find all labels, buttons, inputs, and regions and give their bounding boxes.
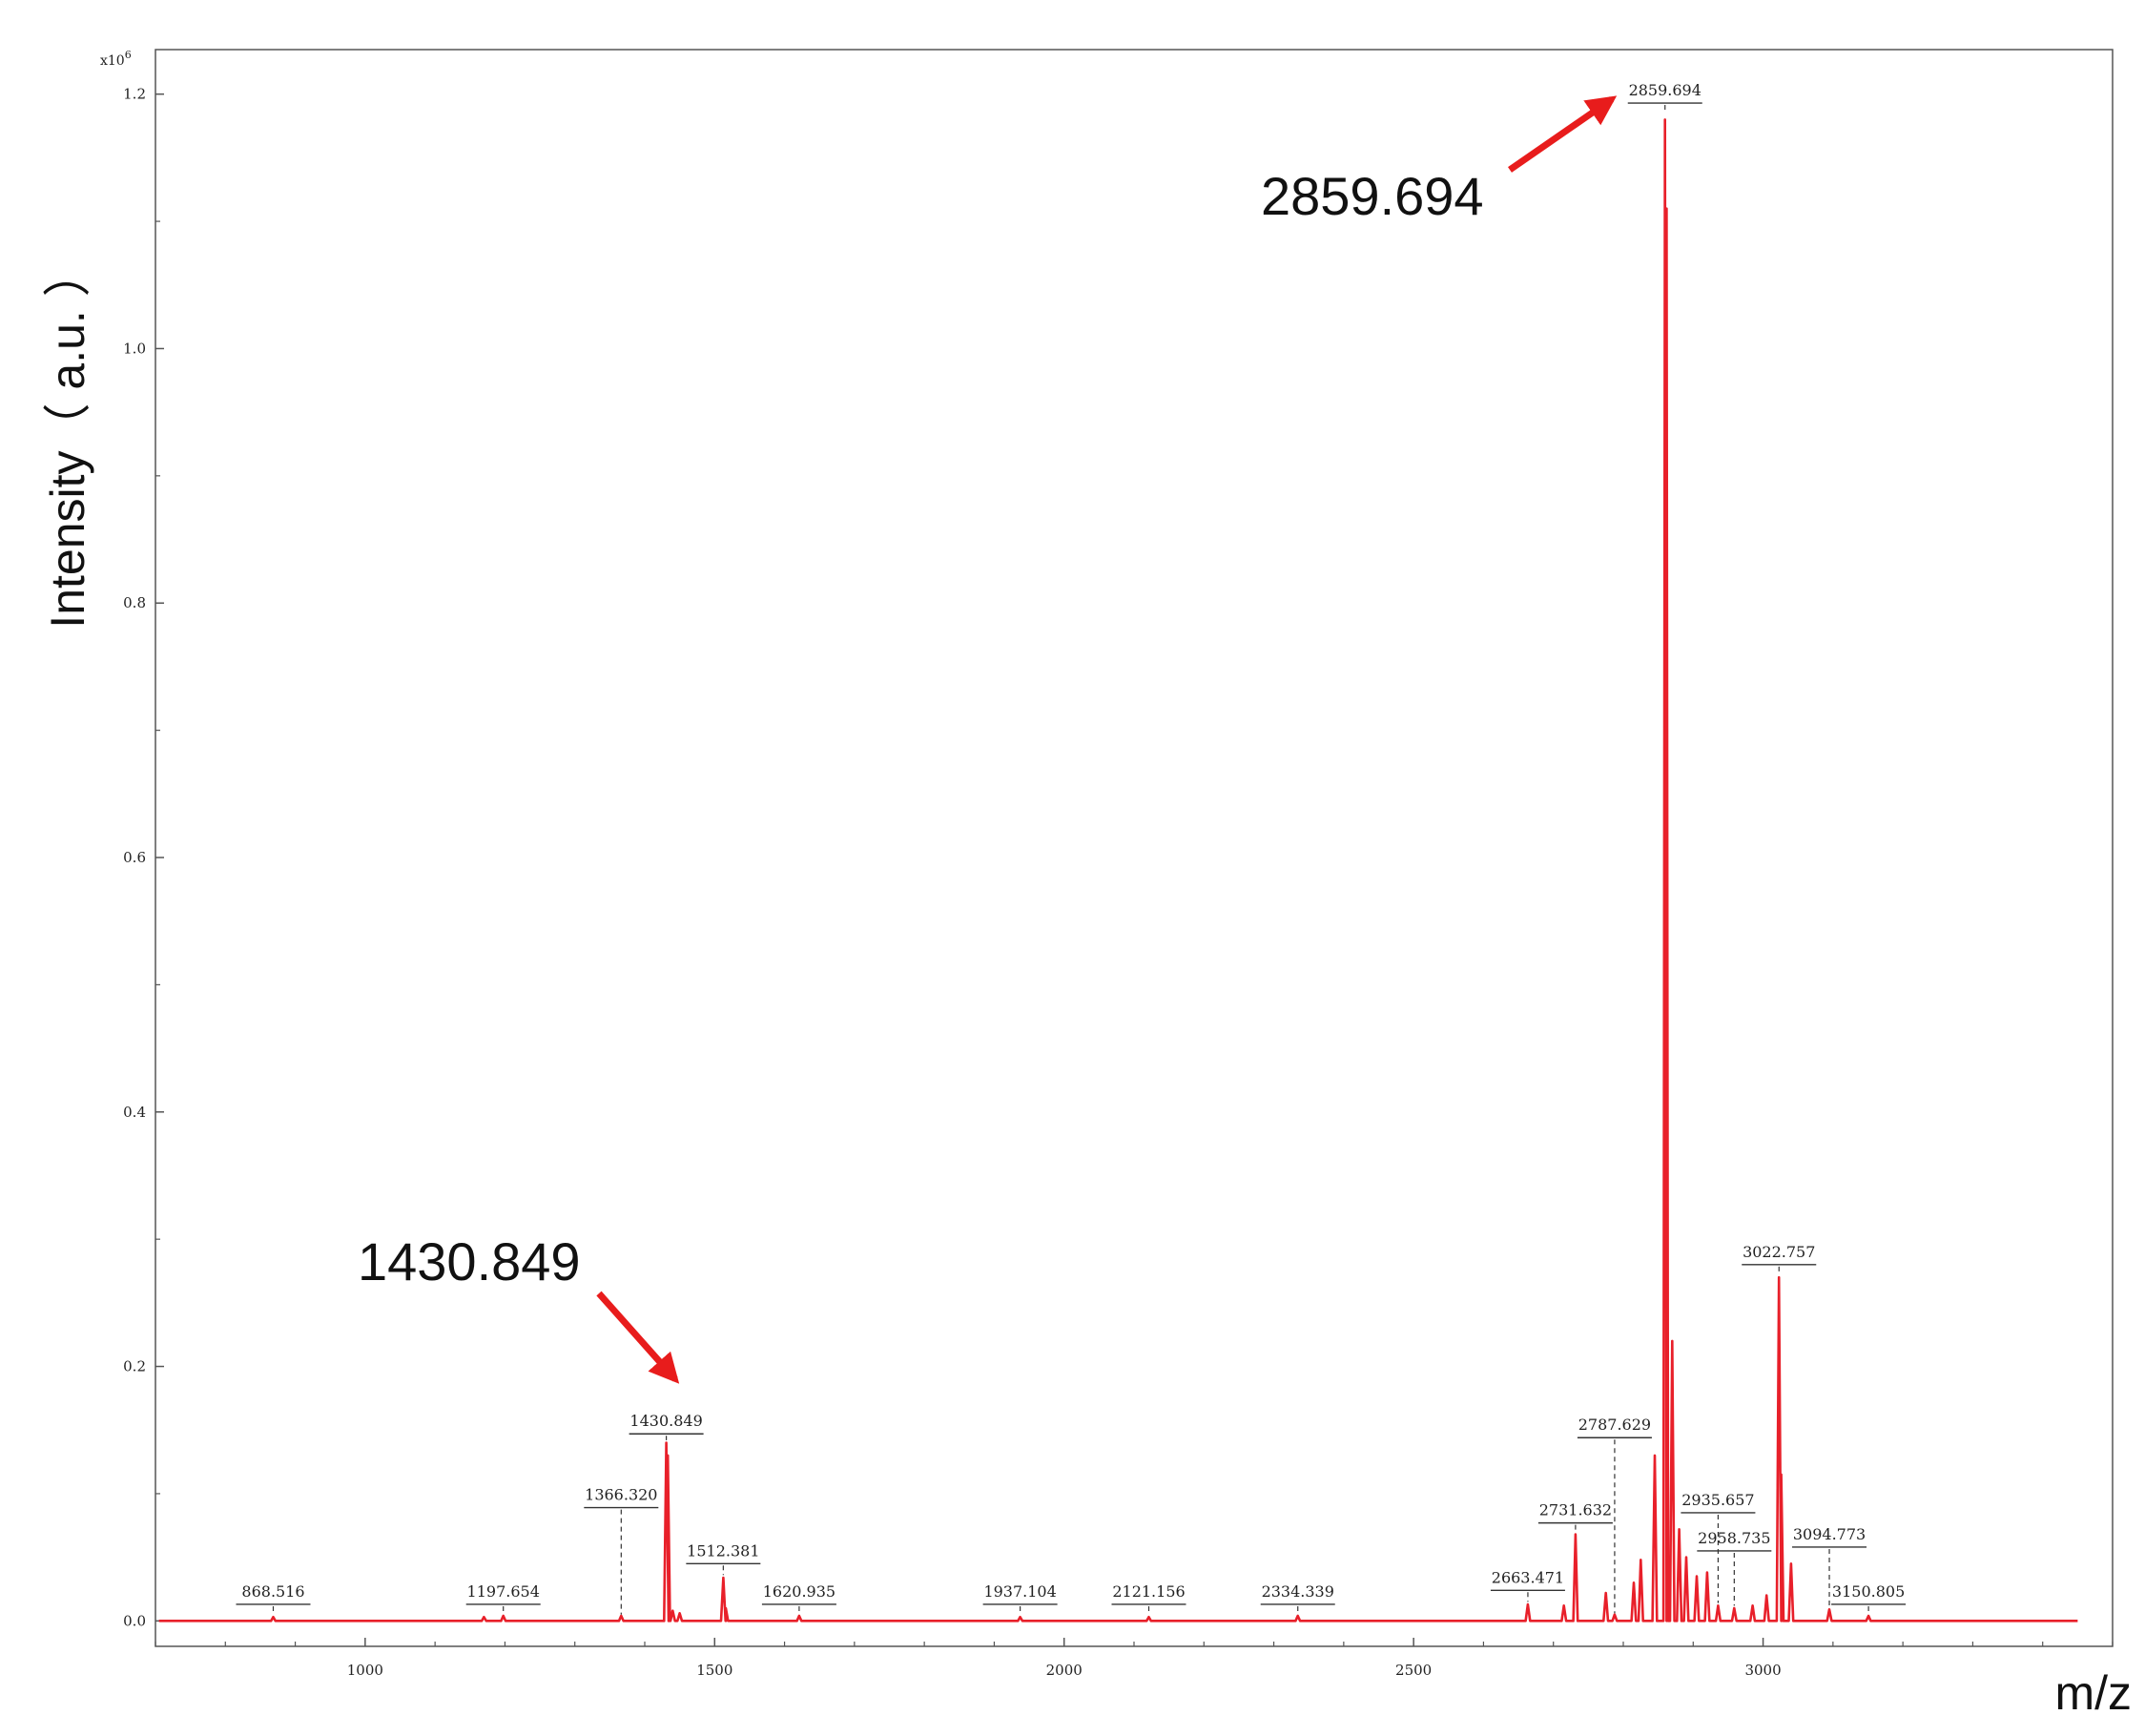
peak-label-text: 1620.935 (763, 1582, 835, 1601)
peak-label-text: 1937.104 (983, 1582, 1056, 1601)
peak-label-text: 1197.654 (467, 1582, 540, 1601)
y-tick-label: 0.0 (123, 1612, 146, 1629)
plot-area (155, 49, 2114, 1647)
peak-label-text: 1512.381 (687, 1541, 759, 1560)
callout-arrow-1430 (596, 1291, 680, 1384)
peak-label: 2787.629 (1577, 1416, 1652, 1614)
peak-label-text: 2334.339 (1262, 1582, 1334, 1601)
y-axis-title: Intensity（ a.u. ） (41, 249, 94, 628)
peak-label: 3150.805 (1831, 1582, 1907, 1615)
y-tick-label: 1.0 (123, 340, 146, 357)
peak-label: 2731.632 (1537, 1501, 1613, 1532)
peak-label: 868.516 (236, 1582, 311, 1615)
x-tick-label: 3000 (1744, 1662, 1781, 1679)
y-tick-label: 0.6 (123, 849, 146, 866)
peak-label: 1430.849 (629, 1412, 704, 1440)
peak-label: 2121.156 (1111, 1582, 1186, 1615)
peak-label: 1366.320 (584, 1486, 659, 1615)
peak-label: 3022.757 (1742, 1243, 1817, 1275)
peak-label-text: 3150.805 (1832, 1582, 1905, 1601)
callout-2859: 2859.694 (1261, 95, 1618, 226)
peak-label-text: 2787.629 (1578, 1416, 1651, 1434)
callout-label-2859: 2859.694 (1261, 166, 1484, 226)
x-axis-title: m/z (2054, 1666, 2132, 1720)
callout-1430: 1430.849 (358, 1231, 680, 1384)
peak-labels: 868.516 1197.654 1366.320 1430.849 1512.381 1… (236, 81, 1907, 1615)
peak-label-text: 2859.694 (1629, 81, 1702, 99)
x-tick-label: 2000 (1046, 1662, 1083, 1679)
peak-label: 2859.694 (1627, 81, 1702, 114)
callout-arrow-2859 (1508, 95, 1618, 173)
peak-label-text: 1366.320 (585, 1486, 657, 1504)
peak-label-text: 2935.657 (1681, 1491, 1754, 1509)
peak-label-text: 1430.849 (629, 1412, 702, 1430)
y-multiplier-label: x106 (100, 49, 132, 69)
peak-label-text: 2663.471 (1492, 1568, 1564, 1586)
x-axis: 1000 1500 2000 2500 3000 (155, 1638, 2114, 1679)
peak-label: 3094.773 (1792, 1525, 1867, 1607)
peak-label-text: 3094.773 (1793, 1525, 1866, 1543)
y-tick-label: 1.2 (123, 86, 146, 103)
peak-label-text: 3022.757 (1743, 1243, 1815, 1261)
peak-label: 1197.654 (465, 1582, 541, 1615)
peak-label-text: 2958.735 (1698, 1529, 1770, 1547)
y-axis: 0.0 0.2 0.4 0.6 0.8 1.0 1.2 (123, 86, 164, 1629)
y-tick-label: 0.2 (123, 1358, 146, 1375)
peak-label-text: 2731.632 (1539, 1501, 1612, 1519)
y-tick-label: 0.8 (123, 594, 146, 611)
peak-label-text: 868.516 (241, 1582, 304, 1601)
peak-label: 2334.339 (1260, 1582, 1335, 1615)
callout-label-1430: 1430.849 (358, 1231, 581, 1292)
peak-label-text: 2121.156 (1112, 1582, 1185, 1601)
peak-label: 2663.471 (1490, 1568, 1565, 1602)
peak-label: 2935.657 (1681, 1491, 1756, 1603)
peak-label: 1937.104 (982, 1582, 1058, 1615)
x-tick-label: 2500 (1395, 1662, 1432, 1679)
peak-label: 1512.381 (686, 1541, 761, 1576)
spectrum-series-line (158, 118, 2078, 1622)
y-tick-label: 0.4 (123, 1104, 146, 1121)
peak-label: 1620.935 (761, 1582, 836, 1615)
x-tick-label: 1000 (347, 1662, 383, 1679)
x-tick-label: 1500 (696, 1662, 732, 1679)
peak-label: 2958.735 (1697, 1529, 1772, 1606)
